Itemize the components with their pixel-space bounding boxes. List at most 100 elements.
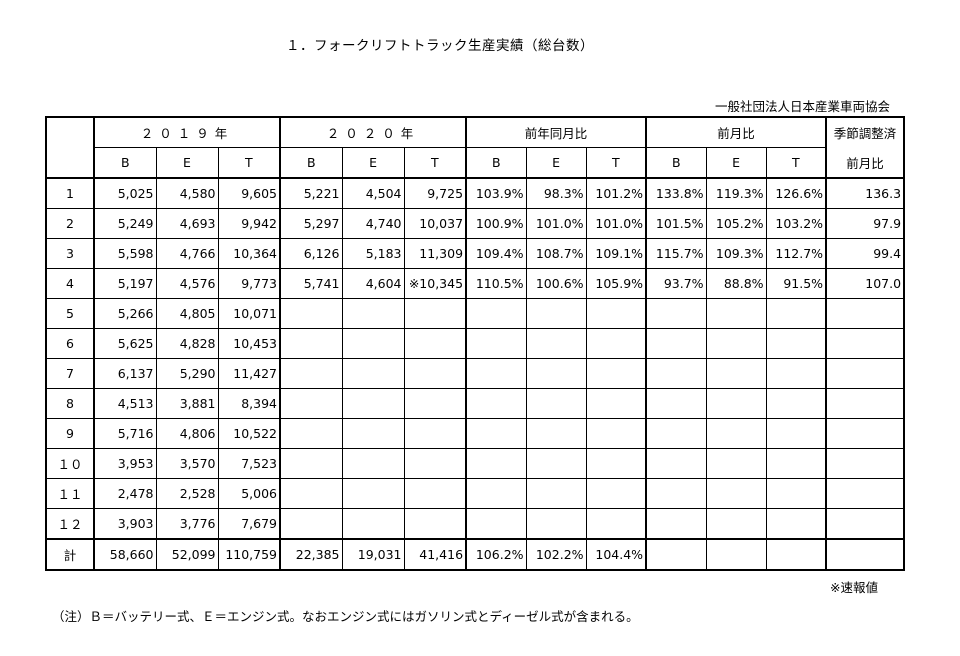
cell-t19: 110,759 — [217, 538, 281, 571]
cell-s — [825, 388, 906, 419]
cell-me — [705, 388, 767, 419]
month-label: 7 — [45, 358, 95, 389]
cell-mb: 115.7% — [645, 238, 707, 269]
cell-mt — [765, 358, 827, 389]
cell-mt — [765, 328, 827, 359]
cell-yb: 100.9% — [465, 208, 527, 239]
cell-e19: 3,570 — [155, 448, 219, 479]
cell-ye — [525, 448, 587, 479]
cell-mb — [645, 508, 707, 540]
cell-mt — [765, 298, 827, 329]
cell-e20 — [341, 478, 405, 509]
cell-yt: 109.1% — [585, 238, 647, 269]
cell-me — [705, 358, 767, 389]
cell-b19: 5,025 — [93, 177, 157, 209]
header-t-2020: T — [403, 147, 467, 179]
month-label: １２ — [45, 508, 95, 540]
cell-b19: 2,478 — [93, 478, 157, 509]
cell-b20: 6,126 — [279, 238, 343, 269]
cell-ye: 100.6% — [525, 268, 587, 299]
month-label: １０ — [45, 448, 95, 479]
cell-b20: 5,297 — [279, 208, 343, 239]
cell-e20 — [341, 388, 405, 419]
cell-e20 — [341, 298, 405, 329]
cell-me — [705, 418, 767, 449]
cell-yb — [465, 478, 527, 509]
cell-yt: 104.4% — [585, 538, 647, 571]
cell-ye — [525, 418, 587, 449]
cell-e20: 4,740 — [341, 208, 405, 239]
table-row: １０ 3,953 3,570 7,523 — [45, 448, 906, 479]
cell-t19: 10,522 — [217, 418, 281, 449]
cell-b20 — [279, 328, 343, 359]
table-row: 3 5,598 4,766 10,364 6,126 5,183 11,309 109.4% 1… — [45, 238, 906, 269]
cell-e19: 4,693 — [155, 208, 219, 239]
cell-b19: 5,598 — [93, 238, 157, 269]
cell-mt: 126.6% — [765, 177, 827, 209]
cell-e20 — [341, 418, 405, 449]
cell-b19: 58,660 — [93, 538, 157, 571]
cell-b19: 3,903 — [93, 508, 157, 540]
cell-t20 — [403, 388, 467, 419]
cell-mb — [645, 478, 707, 509]
header-t-mom: T — [765, 147, 827, 179]
month-label: 9 — [45, 418, 95, 449]
month-label: 3 — [45, 238, 95, 269]
cell-b19: 4,513 — [93, 388, 157, 419]
cell-mt: 112.7% — [765, 238, 827, 269]
cell-t20 — [403, 448, 467, 479]
cell-ye: 108.7% — [525, 238, 587, 269]
cell-t19: 10,453 — [217, 328, 281, 359]
cell-yt — [585, 478, 647, 509]
month-label: 2 — [45, 208, 95, 239]
cell-mb: 101.5% — [645, 208, 707, 239]
cell-s — [825, 478, 906, 509]
cell-mt — [765, 538, 827, 571]
cell-me: 88.8% — [705, 268, 767, 299]
cell-t19: 7,679 — [217, 508, 281, 540]
cell-s — [825, 538, 906, 571]
cell-me — [705, 328, 767, 359]
cell-mb — [645, 448, 707, 479]
cell-yt — [585, 358, 647, 389]
footnote: （注）Ｂ＝バッテリー式、Ｅ＝エンジン式。なおエンジン式にはガソリン式とディーゼル… — [52, 609, 639, 624]
cell-ye — [525, 298, 587, 329]
production-table: ２０１９年 ２０２０年 前年同月比 前月比 季節調整済 B E T B E T … — [45, 116, 906, 571]
cell-e20: 19,031 — [341, 538, 405, 571]
header-seasonal-line1: 季節調整済 — [825, 116, 906, 148]
cell-ye — [525, 328, 587, 359]
month-label: 8 — [45, 388, 95, 419]
cell-b20: 5,741 — [279, 268, 343, 299]
cell-yt — [585, 388, 647, 419]
cell-me: 109.3% — [705, 238, 767, 269]
header-e-2020: E — [341, 147, 405, 179]
cell-t20 — [403, 508, 467, 540]
cell-e20 — [341, 448, 405, 479]
header-2019: ２０１９年 — [92, 116, 281, 148]
header-b-2020: B — [279, 147, 343, 179]
cell-t20: ※10,345 — [403, 268, 467, 299]
cell-t20 — [403, 358, 467, 389]
cell-b19: 5,266 — [93, 298, 157, 329]
cell-b19: 5,625 — [93, 328, 157, 359]
cell-mb — [645, 358, 707, 389]
cell-yb — [465, 508, 527, 540]
cell-mt — [765, 388, 827, 419]
cell-t19: 7,523 — [217, 448, 281, 479]
cell-t20 — [403, 418, 467, 449]
cell-me — [705, 538, 767, 571]
table-row: 2 5,249 4,693 9,942 5,297 4,740 10,037 100.9% 10… — [45, 208, 906, 239]
cell-mb — [645, 298, 707, 329]
cell-t20 — [403, 298, 467, 329]
header-mom: 前月比 — [645, 116, 827, 148]
cell-mt — [765, 508, 827, 540]
cell-e19: 4,580 — [155, 177, 219, 209]
month-label: 4 — [45, 268, 95, 299]
header-e-mom: E — [705, 147, 767, 179]
cell-mt — [765, 478, 827, 509]
header-row-years: ２０１９年 ２０２０年 前年同月比 前月比 季節調整済 — [45, 116, 906, 179]
cell-t19: 5,006 — [217, 478, 281, 509]
month-label: １１ — [45, 478, 95, 509]
table-row: 9 5,716 4,806 10,522 — [45, 418, 906, 449]
cell-e19: 3,776 — [155, 508, 219, 540]
